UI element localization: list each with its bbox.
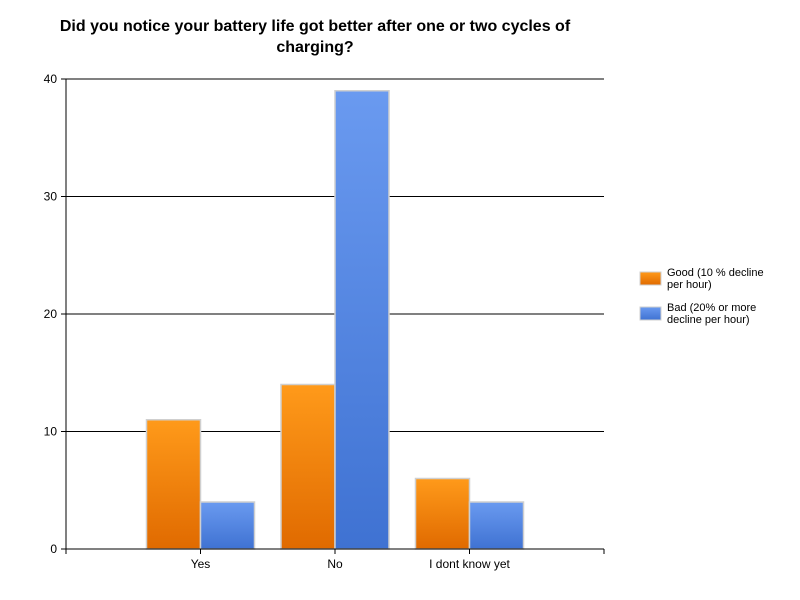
- legend-swatch-good: [639, 271, 662, 286]
- legend-label-good-line1: Good (10 % decline: [667, 267, 764, 279]
- bar-bad-i-dont-know-yet: [468, 501, 525, 550]
- legend-label-good-line2: per hour): [667, 279, 712, 291]
- bar-bad-yes: [199, 501, 256, 550]
- bar-good-no: [280, 383, 336, 550]
- bar-bad-no: [334, 90, 390, 550]
- y-tick-label-40: 40: [44, 72, 58, 86]
- y-tick-label-0: 0: [50, 542, 57, 556]
- y-tick-label-20: 20: [44, 307, 58, 321]
- chart-title: Did you notice your battery life got bet…: [59, 18, 571, 56]
- x-tick-label-no: No: [327, 557, 343, 571]
- legend-label-bad-line2: decline per hour): [667, 314, 750, 326]
- bars: [145, 90, 525, 550]
- x-tick-label-i-dont-know-yet: I dont know yet: [429, 557, 510, 571]
- tick-labels: 0 10 20 30 40 Yes No I dont know yet: [44, 72, 511, 571]
- axes: [61, 78, 605, 554]
- legend-swatch-bad: [639, 306, 662, 321]
- bar-good-yes: [145, 419, 202, 550]
- legend-label-bad-line1: Bad (20% or more: [667, 302, 756, 314]
- y-tick-label-10: 10: [44, 425, 58, 439]
- x-tick-label-yes: Yes: [191, 557, 211, 571]
- y-tick-label-30: 30: [44, 190, 58, 204]
- bar-good-i-dont-know-yet: [414, 477, 471, 550]
